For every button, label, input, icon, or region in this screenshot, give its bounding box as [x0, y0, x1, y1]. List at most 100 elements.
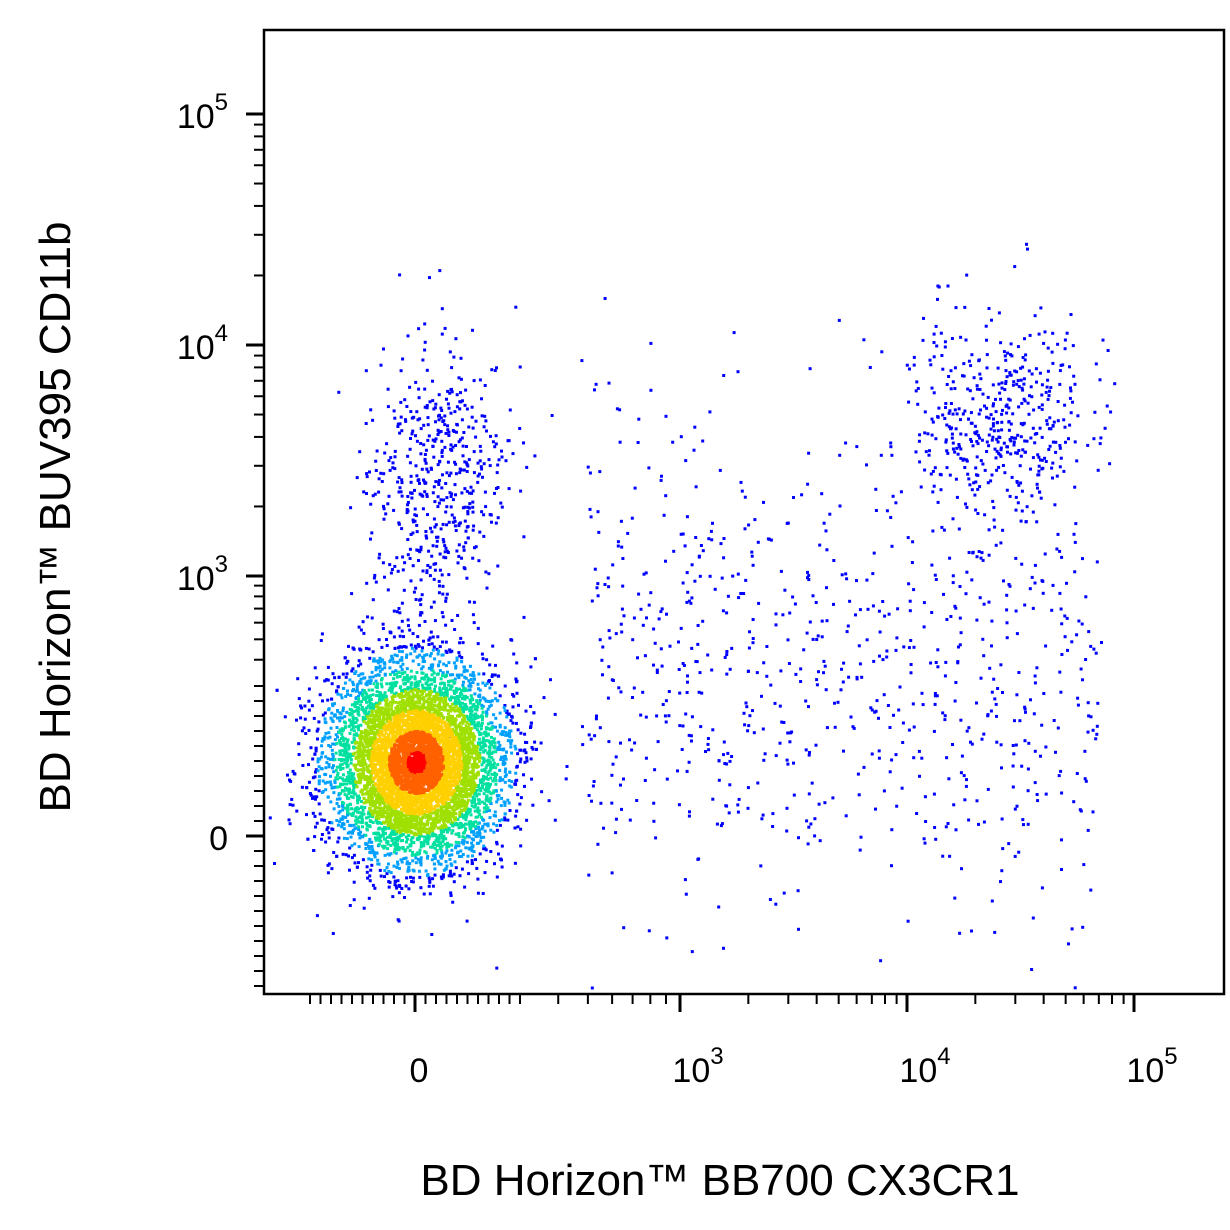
- event-dot: [462, 823, 466, 827]
- event-dot: [699, 725, 703, 729]
- event-dot: [982, 654, 986, 658]
- event-dot: [482, 757, 486, 761]
- event-dot: [399, 369, 403, 373]
- event-dot: [957, 527, 961, 531]
- event-dot: [413, 644, 417, 648]
- event-dot: [465, 840, 469, 844]
- event-dot: [427, 817, 430, 821]
- event-dot: [489, 721, 493, 725]
- event-dot: [704, 750, 707, 753]
- event-dot: [450, 831, 454, 835]
- event-dot: [1023, 707, 1027, 711]
- event-dot: [516, 728, 520, 732]
- event-dot: [351, 789, 355, 792]
- event-dot: [1005, 488, 1009, 492]
- event-dot: [349, 795, 353, 799]
- event-dot: [717, 759, 721, 763]
- event-dot: [971, 444, 975, 448]
- event-dot: [331, 720, 335, 723]
- event-dot: [667, 690, 671, 693]
- event-dot: [688, 810, 691, 814]
- event-dot: [493, 777, 497, 780]
- event-dot: [380, 685, 384, 689]
- event-dot: [1095, 732, 1099, 736]
- event-dot: [430, 665, 434, 668]
- event-dot: [450, 820, 454, 824]
- event-dot: [1019, 481, 1023, 485]
- event-dot: [388, 468, 392, 472]
- event-dot: [962, 774, 966, 778]
- event-dot: [364, 763, 368, 767]
- event-dot: [619, 622, 623, 626]
- event-dot: [984, 324, 988, 328]
- event-dot: [353, 792, 357, 796]
- event-dot: [432, 600, 436, 604]
- event-dot: [324, 731, 328, 735]
- event-dot: [610, 801, 614, 805]
- event-dot: [792, 761, 795, 765]
- event-dot: [778, 704, 782, 708]
- event-dot: [615, 407, 619, 411]
- event-dot: [458, 813, 462, 817]
- event-dot: [462, 670, 466, 674]
- event-dot: [1098, 442, 1102, 446]
- event-dot: [1020, 489, 1024, 493]
- event-dot: [617, 686, 621, 690]
- event-dot: [440, 877, 444, 881]
- event-dot: [352, 790, 356, 794]
- event-dot: [380, 480, 384, 483]
- event-dot: [977, 822, 980, 826]
- event-dot: [371, 693, 375, 697]
- event-dot: [907, 400, 911, 404]
- event-dot: [423, 322, 427, 326]
- event-dot: [877, 756, 881, 760]
- event-dot: [490, 520, 493, 524]
- event-dot: [449, 687, 453, 691]
- event-dot: [515, 679, 519, 683]
- event-dot: [1026, 401, 1030, 405]
- event-dot: [874, 509, 878, 512]
- event-dot: [357, 845, 361, 849]
- event-dot: [364, 646, 368, 650]
- event-dot: [725, 611, 729, 615]
- event-dot: [944, 825, 948, 829]
- event-dot: [915, 380, 919, 384]
- event-dot: [494, 766, 498, 770]
- event-dot: [1015, 370, 1019, 374]
- event-dot: [488, 799, 492, 802]
- event-dot: [890, 544, 894, 548]
- event-dot: [466, 854, 470, 858]
- event-dot: [862, 765, 866, 769]
- event-dot: [296, 677, 300, 681]
- event-dot: [922, 837, 926, 841]
- event-dot: [471, 681, 475, 685]
- event-dot: [467, 872, 471, 876]
- event-dot: [425, 467, 429, 471]
- event-dot: [1015, 382, 1019, 386]
- event-dot: [985, 338, 988, 342]
- event-dot: [382, 472, 386, 476]
- event-dot: [464, 815, 468, 818]
- event-dot: [465, 743, 469, 747]
- event-dot: [423, 823, 427, 827]
- event-dot: [346, 659, 350, 663]
- event-dot: [468, 698, 472, 702]
- event-dot: [393, 692, 396, 696]
- event-dot: [426, 839, 430, 843]
- event-dot: [410, 840, 414, 844]
- event-dot: [480, 718, 484, 721]
- event-dot: [425, 653, 429, 657]
- event-dot: [880, 350, 884, 354]
- event-dot: [347, 788, 351, 792]
- event-dot: [998, 453, 1002, 457]
- event-dot: [342, 742, 346, 746]
- event-dot: [494, 779, 498, 782]
- event-dot: [330, 821, 334, 825]
- event-dot: [433, 855, 437, 859]
- event-dot: [406, 503, 410, 507]
- event-dot: [326, 795, 330, 799]
- event-dot: [987, 433, 991, 437]
- event-dot: [426, 679, 430, 683]
- event-dot: [1023, 603, 1027, 607]
- event-dot: [413, 684, 417, 688]
